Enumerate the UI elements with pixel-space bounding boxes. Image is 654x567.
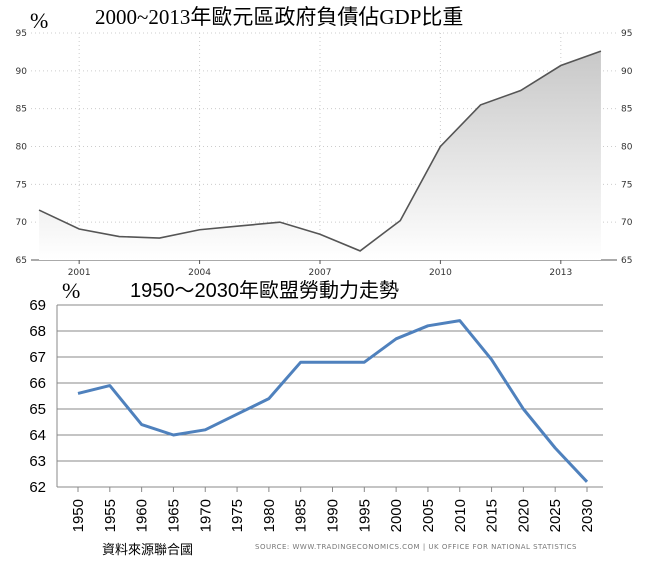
chart2-x-ticks: 1950 1955 1960 1965 1970 1975 1980 1985 1990 1995… (70, 487, 596, 532)
chart2-y-unit: % (62, 278, 80, 303)
chart1-area-fill (39, 51, 601, 260)
chart2-x-tick-label: 2020 (515, 499, 532, 532)
chart1-y-ticks-left: 65 70 75 80 85 90 95 (16, 29, 28, 266)
labour-chart: % 1950～2030年歐盟勞動力走勢 62 63 64 65 66 67 68 69 195… (29, 278, 603, 532)
chart2-line (77, 319, 589, 483)
chart1-y-unit: % (30, 8, 48, 33)
chart1-x-tick-label: 2007 (309, 268, 332, 278)
chart2-x-tick-label: 2005 (420, 499, 437, 532)
chart2-x-tick-label: 1960 (134, 499, 151, 532)
chart1-y-tick-label: 85 (16, 105, 27, 115)
chart2-y-tick-label: 69 (29, 297, 46, 314)
debt-chart: % 2000~2013年歐元區政府負債佔GDP比重 65 70 75 80 85 90 95… (16, 5, 633, 278)
chart2-x-tick-label: 1975 (229, 499, 246, 532)
chart2-x-tick-label: 2015 (484, 499, 501, 532)
chart2-x-tick-label: 1965 (165, 499, 182, 532)
chart2-title: 1950～2030年歐盟勞動力走勢 (130, 279, 399, 302)
chart2-x-tick-label: 2025 (547, 499, 564, 532)
chart1-y-tick-label: 95 (16, 29, 27, 39)
chart1-x-tick-label: 2010 (429, 268, 452, 278)
chart2-y-tick-label: 64 (29, 427, 46, 444)
chart2-grid (56, 304, 603, 488)
chart2-y-ticks: 62 63 64 65 66 67 68 69 (29, 297, 46, 496)
chart1-y-tick-label-right: 75 (621, 180, 632, 190)
chart1-y-tick-label: 75 (16, 180, 27, 190)
chart2-x-tick-label: 1990 (325, 499, 342, 532)
chart2-x-tick-label: 2000 (388, 499, 405, 532)
chart2-y-tick-label: 63 (29, 453, 46, 470)
chart1-y-tick-label: 65 (16, 256, 27, 266)
chart1-y-tick-label-right: 95 (621, 29, 632, 39)
chart1-y-tick-label: 90 (16, 67, 28, 77)
chart1-y-tick-label-right: 90 (621, 67, 633, 77)
chart2-x-tick-label: 2010 (452, 499, 469, 532)
source-note: SOURCE: WWW.TRADINGECONOMICS.COM | UK OF… (255, 543, 577, 551)
chart2-y-tick-label: 65 (29, 401, 46, 418)
chart2-x-tick-label: 1950 (70, 499, 87, 532)
chart1-series-line (38, 50, 602, 252)
chart1-x-tick-label: 2013 (549, 268, 572, 278)
chart2-x-tick-label: 1985 (293, 499, 310, 532)
chart1-area (39, 51, 601, 260)
chart2-x-tick-label: 2030 (579, 499, 596, 532)
chart2-x-tick-label: 1970 (197, 499, 214, 532)
chart1-y-tick-label: 70 (16, 218, 28, 228)
chart1-title: 2000~2013年歐元區政府負債佔GDP比重 (95, 5, 463, 29)
chart2-x-tick-label: 1980 (261, 499, 278, 532)
chart1-line (38, 50, 602, 252)
chart2-series-line (77, 319, 589, 483)
chart1-x-tick-label: 2004 (188, 268, 211, 278)
chart2-y-tick-label: 62 (29, 479, 46, 496)
chart1-x-tick-label: 2001 (68, 268, 91, 278)
chart1-x-ticks: 2001 2004 2007 2010 2013 (68, 260, 572, 278)
chart1-y-tick-label-right: 65 (621, 256, 632, 266)
chart1-y-tick-label: 80 (16, 143, 28, 153)
chart1-y-ticks-right: 65 70 75 80 85 90 95 (621, 29, 633, 266)
chart2-x-tick-label: 1955 (102, 499, 119, 532)
chart1-y-tick-label-right: 80 (621, 143, 633, 153)
chart2-y-tick-label: 68 (29, 323, 46, 340)
chart2-y-tick-label: 66 (29, 375, 46, 392)
chart2-x-tick-label: 1995 (356, 499, 373, 532)
chart1-y-tick-label-right: 70 (621, 218, 633, 228)
chart2-y-tick-label: 67 (29, 349, 46, 366)
chart1-y-tick-label-right: 85 (621, 105, 632, 115)
caption: 資料來源聯合國 (102, 543, 193, 558)
